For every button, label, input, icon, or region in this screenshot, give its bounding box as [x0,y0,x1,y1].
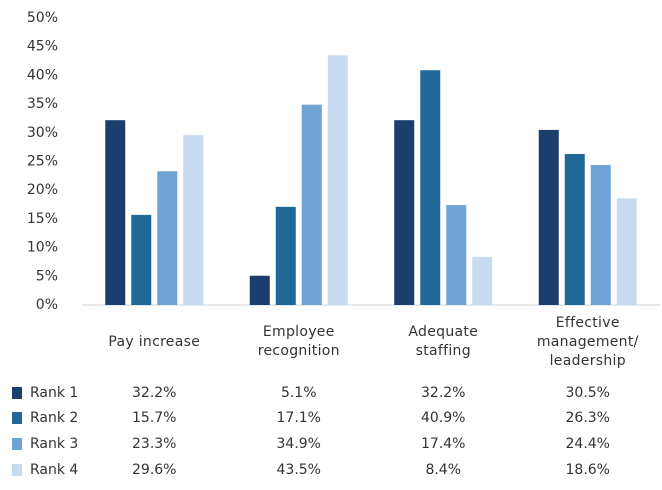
table-value: 23.3% [132,436,176,452]
bar [394,120,415,305]
bar [446,205,467,305]
bar [564,154,585,305]
y-tick-label: 30% [27,125,58,141]
legend-swatch [12,387,22,399]
table-value: 17.1% [277,410,321,426]
table-value: 18.6% [566,462,610,478]
bar [249,275,270,305]
y-tick-label: 0% [36,297,58,313]
y-tick-label: 25% [27,154,58,170]
table-value: 24.4% [566,436,610,452]
table-value: 32.2% [421,385,465,401]
y-tick-label: 40% [27,67,58,83]
bar [183,135,204,305]
bar [616,198,637,305]
legend-label: Rank 3 [30,436,78,452]
legend-swatch [12,464,22,476]
legend-swatch [12,412,22,424]
y-tick-label: 50% [27,10,58,26]
y-tick-label: 20% [27,182,58,198]
legend-label: Rank 2 [30,410,78,426]
bar [275,206,296,305]
table-value: 30.5% [566,385,610,401]
legend-swatch [12,438,22,450]
x-tick-label: Pay increase [108,333,201,350]
y-tick-label: 5% [36,268,58,284]
legend-label: Rank 1 [30,385,78,401]
table-value: 17.4% [421,436,465,452]
bar [538,129,559,305]
x-tick-label: Effective management/ leadership [536,314,639,369]
x-tick-label: Employee recognition [257,324,340,359]
bar [472,256,493,305]
table-value: 5.1% [281,385,317,401]
table-value: 26.3% [566,410,610,426]
bar [105,120,126,305]
table-value: 43.5% [277,462,321,478]
legend-label: Rank 4 [30,462,78,478]
bar [157,171,178,305]
bar [301,104,322,305]
table-value: 40.9% [421,410,465,426]
y-tick-label: 35% [27,96,58,112]
bar [590,164,611,305]
y-tick-label: 15% [27,211,58,227]
table-value: 32.2% [132,385,176,401]
y-tick-label: 10% [27,240,58,256]
bar [420,70,441,305]
table-value: 15.7% [132,410,176,426]
table-value: 34.9% [277,436,321,452]
y-tick-label: 45% [27,39,58,55]
bar [131,214,152,305]
table-value: 29.6% [132,462,176,478]
table-value: 8.4% [425,462,461,478]
x-tick-label: Adequate staffing [408,324,479,359]
bar [327,55,348,306]
